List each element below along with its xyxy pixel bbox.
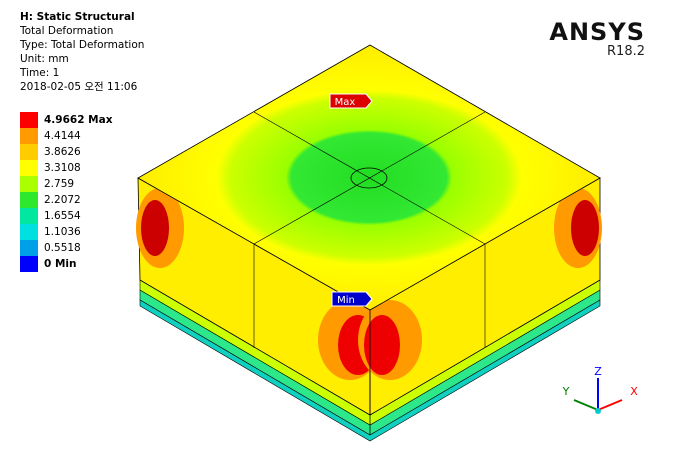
header-line: Time: 1 — [20, 67, 60, 79]
legend-item: 4.9662 Max — [20, 112, 112, 128]
legend-label: 3.8626 — [44, 146, 81, 158]
legend-label: 4.4144 — [44, 130, 81, 142]
legend-label: 0.5518 — [44, 242, 81, 254]
min-probe — [331, 291, 373, 307]
legend-swatch — [20, 224, 38, 240]
max-label: Max — [335, 97, 356, 108]
legend-swatch — [20, 240, 38, 256]
legend-label: 1.6554 — [44, 210, 81, 222]
contour — [571, 200, 599, 256]
legend: 4.9662 Max 4.4144 3.8626 3.3108 2.759 2.2072 1… — [20, 112, 112, 272]
logo: ANSYS R18.2 — [549, 18, 645, 59]
legend-swatch — [20, 144, 38, 160]
legend-item: 2.2072 — [20, 192, 112, 208]
legend-label: 0 Min — [44, 258, 77, 270]
legend-swatch — [20, 256, 38, 272]
legend-label: 2.2072 — [44, 194, 81, 206]
legend-label: 2.759 — [44, 178, 75, 190]
y-label: Y — [562, 385, 570, 398]
legend-item: 1.6554 — [20, 208, 112, 224]
legend-item: 0 Min — [20, 256, 112, 272]
legend-swatch — [20, 192, 38, 208]
header-line: Type: Total Deformation — [20, 39, 145, 51]
max-probe — [329, 93, 373, 109]
header: H: Static Structural Total Deformation Ty… — [20, 10, 144, 94]
header-line: Unit: mm — [20, 53, 69, 65]
legend-item: 0.5518 — [20, 240, 112, 256]
legend-swatch — [20, 128, 38, 144]
triad-origin — [595, 408, 601, 414]
legend-swatch — [20, 160, 38, 176]
logo-name: ANSYS — [549, 18, 645, 46]
contour — [141, 200, 169, 256]
legend-item: 1.1036 — [20, 224, 112, 240]
legend-swatch — [20, 208, 38, 224]
min-label: Min — [337, 295, 355, 306]
edge — [253, 111, 486, 245]
x-label: X — [630, 385, 638, 398]
legend-label: 1.1036 — [44, 226, 81, 238]
title: H: Static Structural — [20, 11, 135, 23]
header-line: 2018-02-05 오전 11:06 — [20, 81, 138, 93]
z-label: Z — [594, 365, 602, 378]
header-line: Total Deformation — [20, 25, 114, 37]
x-axis — [597, 399, 623, 411]
legend-label: 4.9662 Max — [44, 114, 113, 126]
legend-label: 3.3108 — [44, 162, 81, 174]
legend-item: 4.4144 — [20, 128, 112, 144]
legend-item: 3.8626 — [20, 144, 112, 160]
legend-item: 2.759 — [20, 176, 112, 192]
contour — [364, 315, 400, 375]
center-feature — [350, 167, 388, 189]
legend-swatch — [20, 112, 38, 128]
y-axis — [573, 399, 599, 411]
logo-version: R18.2 — [607, 44, 645, 59]
legend-item: 3.3108 — [20, 160, 112, 176]
legend-swatch — [20, 176, 38, 192]
